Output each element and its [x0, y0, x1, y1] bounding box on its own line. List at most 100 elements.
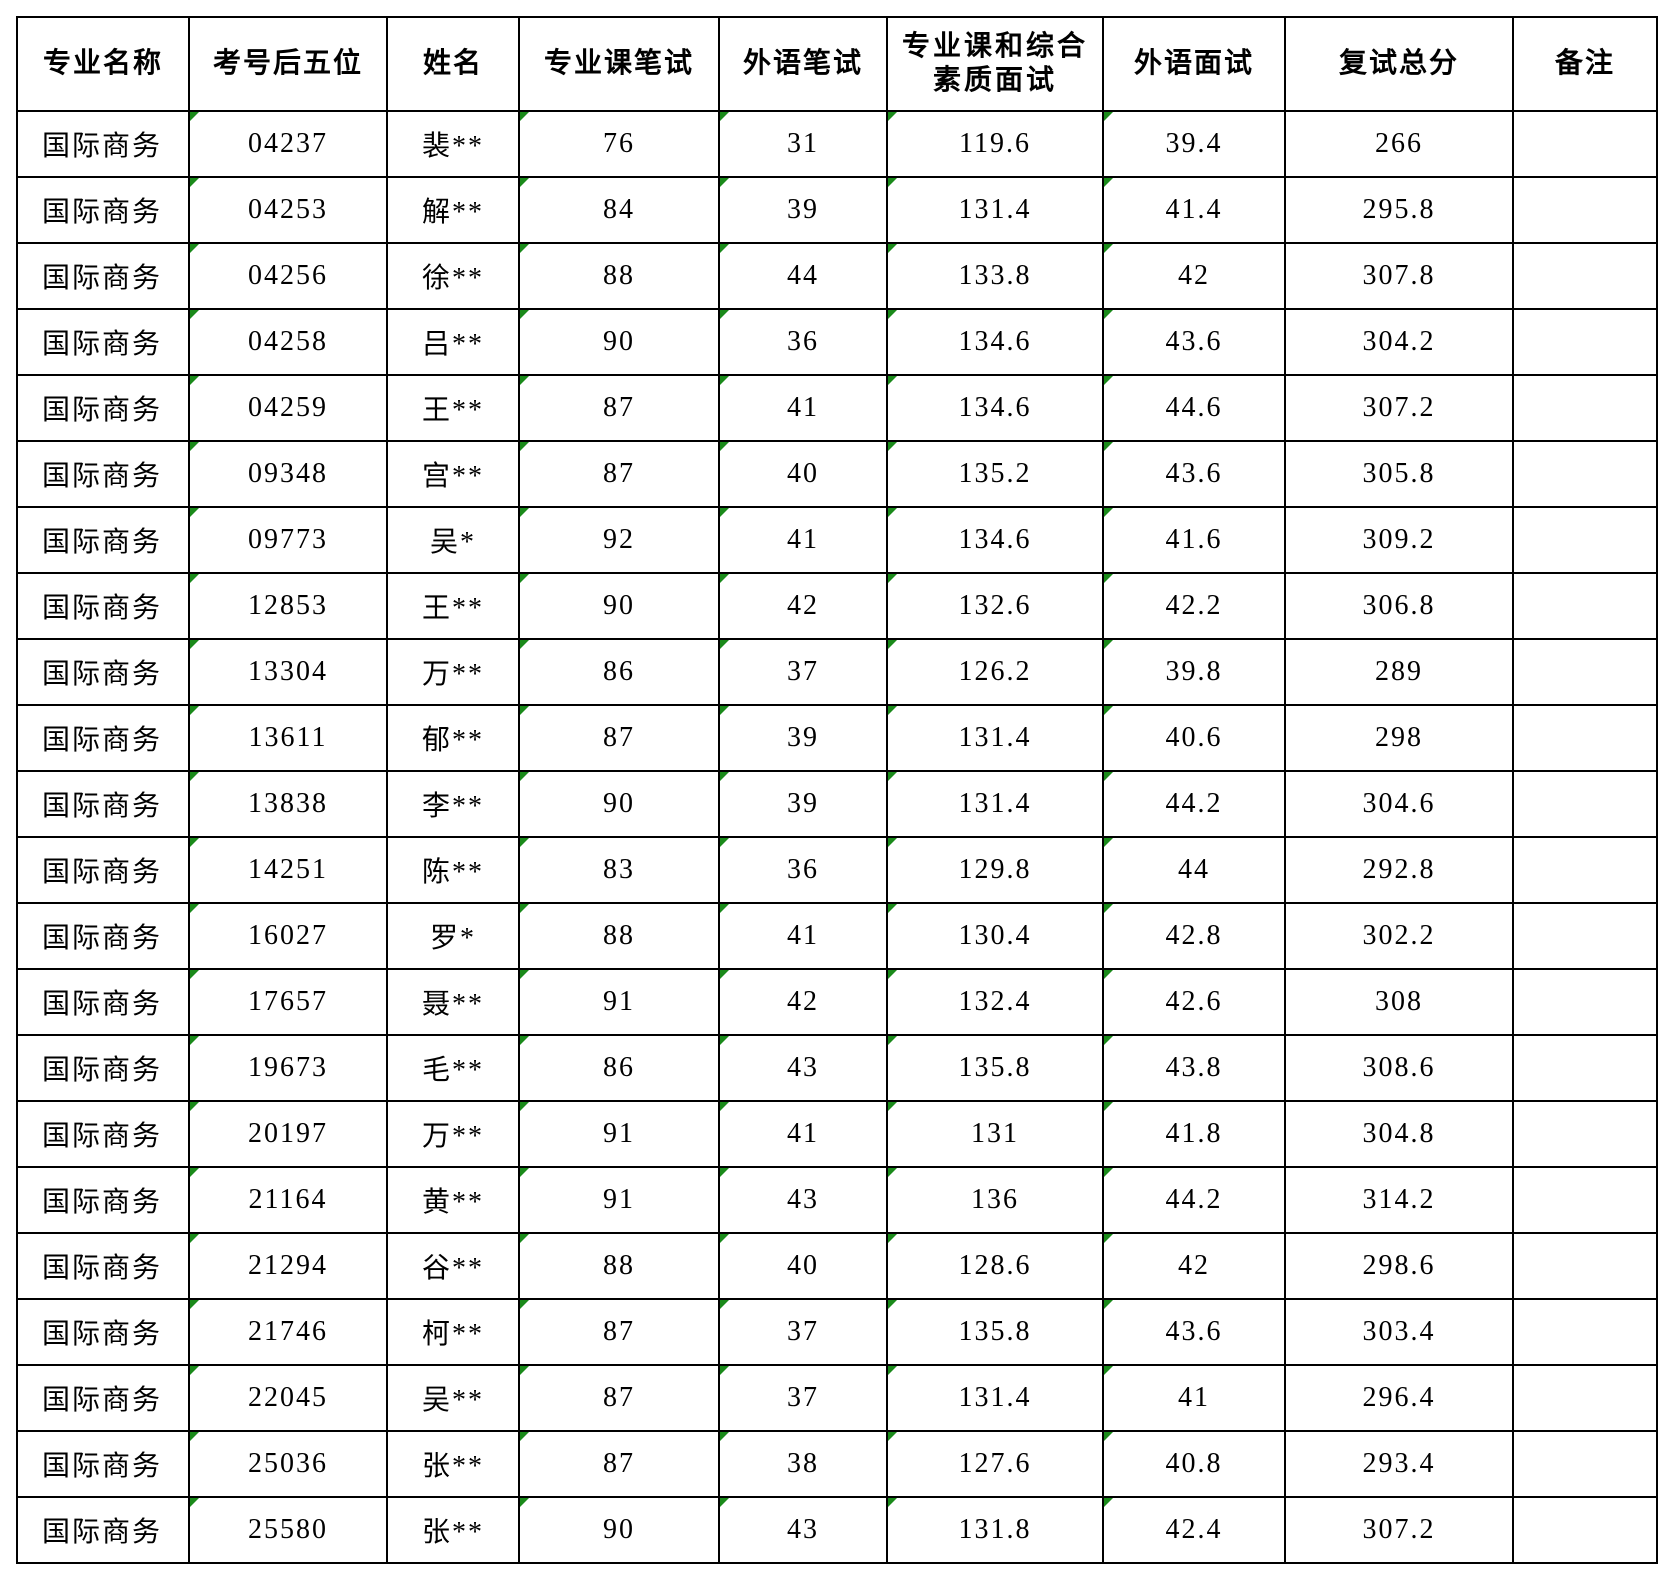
table-cell: 307.8: [1284, 242, 1514, 310]
cell-text: 国际商务: [42, 1517, 163, 1548]
cell-text: 43.6: [1165, 326, 1223, 357]
cell-text: 41: [787, 1118, 819, 1149]
cell-text: 304.6: [1362, 788, 1436, 819]
cell-text: 国际商务: [42, 989, 163, 1020]
cell-text: 86: [603, 656, 635, 687]
cell-marker-icon: [720, 310, 729, 319]
table-row: 国际商务 17657 聂** 91 42 132.4 42.6 308: [16, 968, 1658, 1036]
table-cell: 90: [518, 1496, 720, 1564]
table-cell: 王**: [386, 374, 520, 442]
table-cell: 130.4: [886, 902, 1104, 970]
table-cell: 41.8: [1102, 1100, 1286, 1168]
table-cell: 王**: [386, 572, 520, 640]
table-cell: 37: [718, 1298, 888, 1366]
cell-text: 40.6: [1165, 722, 1223, 753]
cell-text: 13304: [248, 656, 328, 687]
table-row: 国际商务 13838 李** 90 39 131.4 44.2 304.6: [16, 770, 1658, 838]
table-cell: 40.6: [1102, 704, 1286, 772]
table-row: 国际商务 13304 万** 86 37 126.2 39.8 289: [16, 638, 1658, 706]
cell-text: 298.6: [1362, 1250, 1436, 1281]
cell-text: 解**: [421, 197, 484, 228]
score-table: 专业名称 考号后五位 姓名 专业课笔试 外语笔试 专业课和综合素质面试 外语面试 复试总分 备注…: [16, 16, 1658, 1564]
cell-marker-icon: [190, 574, 199, 583]
cell-marker-icon: [1104, 1168, 1113, 1177]
table-cell: 41: [718, 902, 888, 970]
cell-text: 134.6: [958, 524, 1032, 555]
cell-marker-icon: [720, 376, 729, 385]
cell-text: 44.2: [1165, 788, 1223, 819]
cell-text: 87: [603, 458, 635, 489]
cell-marker-icon: [720, 904, 729, 913]
cell-marker-icon: [520, 1432, 529, 1441]
table-cell: [1512, 638, 1658, 706]
table-cell: 43: [718, 1034, 888, 1102]
table-cell: [1512, 1496, 1658, 1564]
table-cell: 87: [518, 1298, 720, 1366]
cell-marker-icon: [520, 706, 529, 715]
cell-text: 吴**: [421, 1385, 484, 1416]
table-cell: 132.6: [886, 572, 1104, 640]
cell-text: 04256: [248, 260, 328, 291]
cell-text: 国际商务: [42, 1451, 163, 1482]
table-cell: [1512, 1298, 1658, 1366]
cell-text: 国际商务: [42, 1121, 163, 1152]
table-cell: 郁**: [386, 704, 520, 772]
table-cell: 22045: [188, 1364, 388, 1432]
table-cell: 134.6: [886, 506, 1104, 574]
cell-marker-icon: [888, 310, 897, 319]
cell-text: 宫**: [421, 461, 484, 492]
table-cell: 295.8: [1284, 176, 1514, 244]
table-cell: [1512, 770, 1658, 838]
cell-marker-icon: [190, 244, 199, 253]
cell-marker-icon: [720, 1036, 729, 1045]
cell-text: 41: [787, 524, 819, 555]
table-cell: 37: [718, 1364, 888, 1432]
table-cell: 76: [518, 110, 720, 178]
cell-text: 86: [603, 1052, 635, 1083]
cell-text: 88: [603, 920, 635, 951]
cell-text: 87: [603, 1448, 635, 1479]
table-cell: [1512, 1232, 1658, 1300]
table-cell: 38: [718, 1430, 888, 1498]
cell-text: 44: [787, 260, 819, 291]
cell-marker-icon: [190, 838, 199, 847]
cell-text: 04259: [248, 392, 328, 423]
table-cell: 黄**: [386, 1166, 520, 1234]
cell-text: 307.2: [1362, 392, 1436, 423]
table-row: 国际商务 04237 裴** 76 31 119.6 39.4 266: [16, 110, 1658, 178]
table-cell: 127.6: [886, 1430, 1104, 1498]
column-header: 专业课笔试: [518, 16, 720, 112]
cell-text: 129.8: [958, 854, 1032, 885]
cell-marker-icon: [190, 640, 199, 649]
table-cell: 国际商务: [16, 1166, 190, 1234]
table-row: 国际商务 19673 毛** 86 43 135.8 43.8 308.6: [16, 1034, 1658, 1102]
cell-marker-icon: [720, 1498, 729, 1507]
cell-text: 308: [1375, 986, 1423, 1017]
cell-text: 31: [787, 128, 819, 159]
cell-text: 131: [971, 1118, 1019, 1149]
cell-text: 42.8: [1165, 920, 1223, 951]
cell-text: 09348: [248, 458, 328, 489]
cell-text: 国际商务: [42, 923, 163, 954]
column-header: 专业名称: [16, 16, 190, 112]
table-row: 国际商务 09773 吴* 92 41 134.6 41.6 309.2: [16, 506, 1658, 574]
table-cell: 43.6: [1102, 440, 1286, 508]
cell-marker-icon: [190, 904, 199, 913]
cell-text: 国际商务: [42, 1055, 163, 1086]
table-cell: 44: [1102, 836, 1286, 904]
table-cell: 42.2: [1102, 572, 1286, 640]
table-cell: 张**: [386, 1430, 520, 1498]
table-cell: 91: [518, 1100, 720, 1168]
cell-text: 42: [1178, 1250, 1210, 1281]
cell-text: 40.8: [1165, 1448, 1223, 1479]
table-row: 国际商务 25580 张** 90 43 131.8 42.4 307.2: [16, 1496, 1658, 1564]
table-cell: 12853: [188, 572, 388, 640]
table-cell: 国际商务: [16, 1034, 190, 1102]
table-cell: 国际商务: [16, 242, 190, 310]
table-cell: 43: [718, 1496, 888, 1564]
cell-marker-icon: [1104, 244, 1113, 253]
cell-text: 298: [1375, 722, 1423, 753]
table-cell: 44.2: [1102, 770, 1286, 838]
table-cell: 304.6: [1284, 770, 1514, 838]
table-cell: 罗*: [386, 902, 520, 970]
